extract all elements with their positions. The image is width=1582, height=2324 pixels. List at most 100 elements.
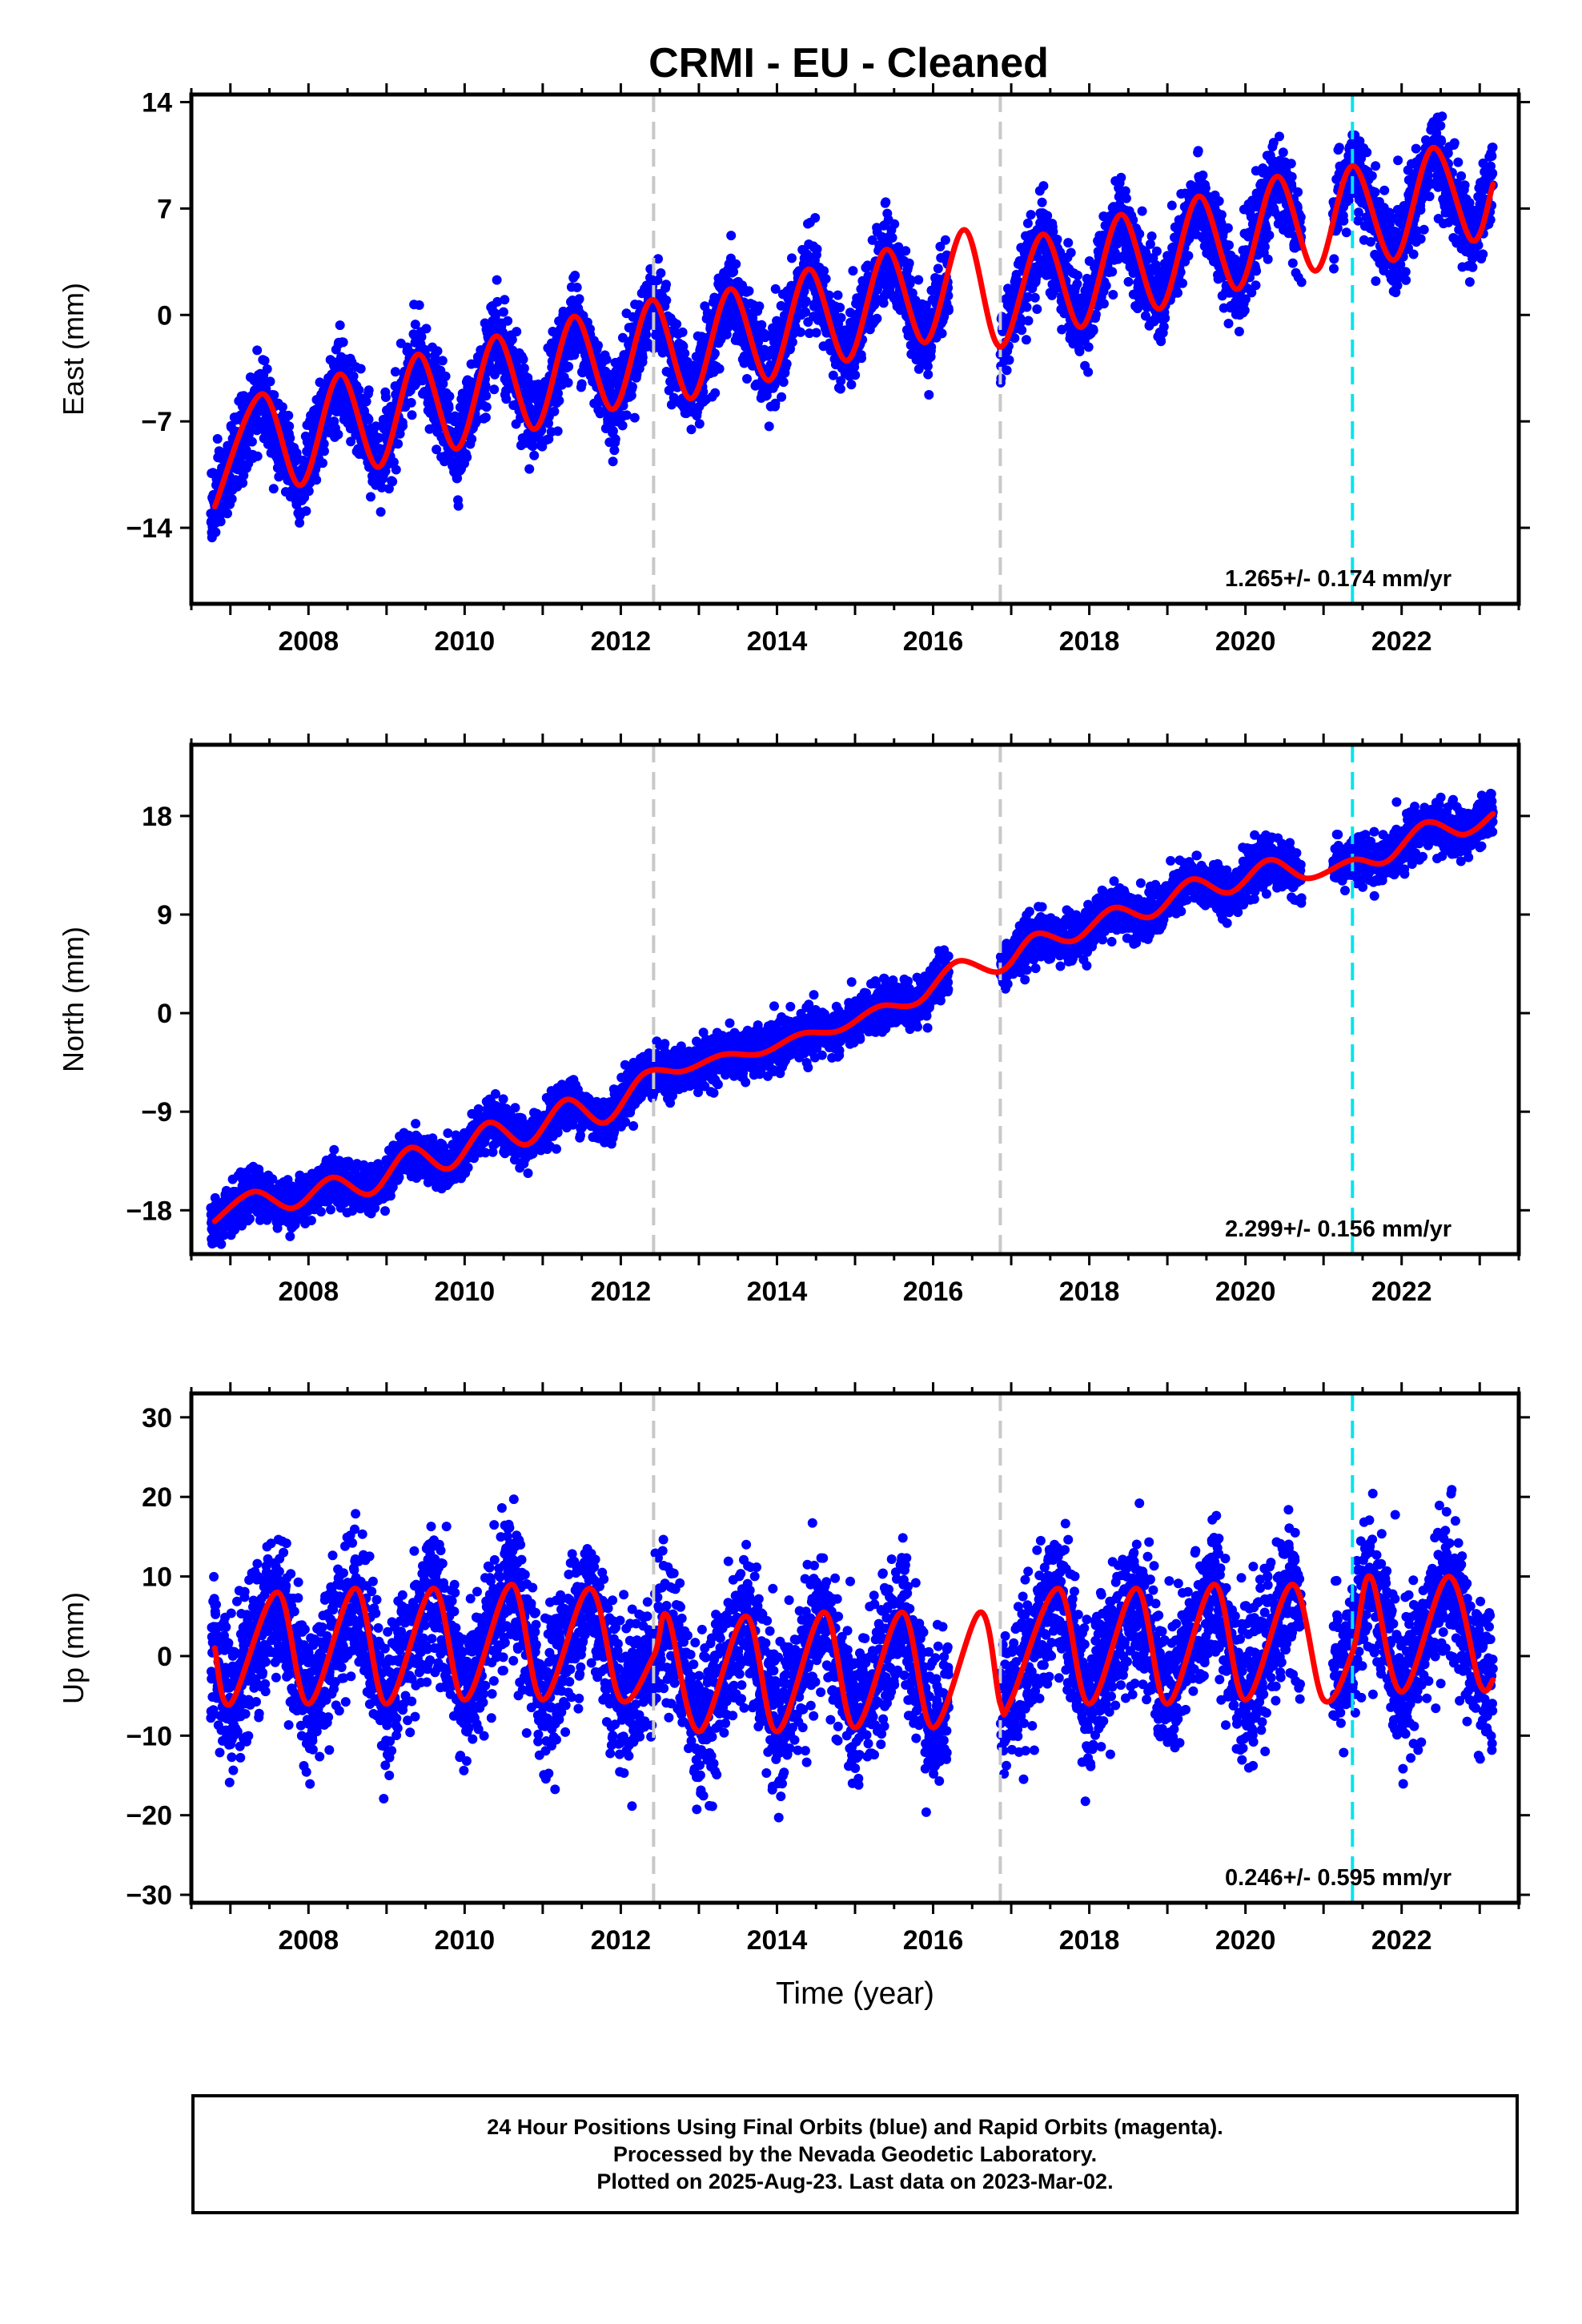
data-point bbox=[1090, 309, 1101, 320]
data-point bbox=[770, 398, 781, 408]
data-point bbox=[857, 353, 866, 364]
data-point bbox=[247, 436, 257, 447]
data-point bbox=[819, 266, 829, 276]
data-point bbox=[1088, 325, 1098, 336]
data-point bbox=[1146, 231, 1157, 241]
data-point bbox=[777, 392, 787, 402]
data-point bbox=[1371, 276, 1381, 286]
data-point bbox=[1392, 280, 1403, 291]
data-point bbox=[764, 421, 774, 432]
data-point bbox=[1121, 193, 1131, 203]
data-point bbox=[452, 473, 463, 484]
data-point bbox=[787, 337, 797, 348]
data-point bbox=[1424, 191, 1435, 202]
data-point bbox=[410, 320, 420, 330]
data-point bbox=[1419, 224, 1429, 235]
data-point bbox=[1158, 322, 1169, 332]
data-point bbox=[1339, 215, 1349, 226]
data-point bbox=[836, 312, 846, 323]
data-point bbox=[1074, 346, 1085, 356]
data-points bbox=[206, 111, 1498, 543]
data-point bbox=[680, 348, 690, 359]
data-point bbox=[1393, 155, 1403, 166]
data-point bbox=[810, 213, 821, 223]
data-point bbox=[812, 244, 822, 255]
data-point bbox=[554, 396, 564, 406]
data-point bbox=[940, 235, 950, 245]
data-point bbox=[1415, 234, 1426, 244]
data-point bbox=[440, 371, 451, 381]
data-point bbox=[1239, 305, 1250, 316]
data-point bbox=[1216, 210, 1227, 220]
data-point bbox=[801, 307, 811, 317]
data-point bbox=[414, 300, 424, 310]
data-point bbox=[311, 475, 322, 485]
data-point bbox=[867, 235, 877, 245]
data-point bbox=[549, 406, 560, 416]
data-point bbox=[1293, 187, 1303, 197]
data-point bbox=[346, 436, 356, 447]
data-point bbox=[1341, 227, 1351, 238]
data-point bbox=[1183, 251, 1194, 261]
data-point bbox=[1401, 275, 1411, 285]
data-point bbox=[913, 275, 924, 285]
data-point bbox=[1101, 280, 1111, 291]
data-point bbox=[363, 414, 374, 424]
data-point bbox=[338, 337, 348, 348]
data-point bbox=[1329, 254, 1339, 264]
data-point bbox=[1223, 319, 1234, 328]
data-point bbox=[664, 385, 674, 396]
figure-title: CRMI - EU - Cleaned bbox=[648, 40, 1049, 86]
data-point bbox=[637, 352, 648, 363]
data-point bbox=[1015, 317, 1026, 328]
data-point bbox=[1038, 181, 1049, 191]
data-point bbox=[1017, 325, 1027, 336]
data-point bbox=[742, 374, 752, 384]
data-point bbox=[363, 385, 374, 396]
data-point bbox=[731, 259, 741, 269]
data-point bbox=[1251, 280, 1261, 291]
data-point bbox=[576, 379, 587, 389]
data-point bbox=[1066, 247, 1076, 258]
data-point bbox=[881, 197, 891, 207]
data-point bbox=[872, 313, 882, 324]
data-point bbox=[563, 377, 573, 388]
data-point bbox=[1370, 187, 1380, 197]
data-point bbox=[1415, 205, 1426, 215]
data-point bbox=[846, 380, 857, 390]
data-point bbox=[268, 484, 279, 494]
data-point bbox=[424, 424, 435, 434]
data-point bbox=[1107, 267, 1118, 277]
data-point bbox=[252, 451, 263, 461]
data-point bbox=[393, 439, 404, 449]
data-point bbox=[507, 335, 517, 345]
data-point bbox=[1275, 131, 1284, 142]
data-point bbox=[512, 327, 522, 337]
data-point bbox=[319, 446, 329, 456]
data-point bbox=[243, 429, 254, 440]
data-point bbox=[432, 346, 443, 356]
data-point bbox=[489, 384, 500, 395]
data-point bbox=[753, 337, 763, 348]
data-point bbox=[570, 271, 580, 280]
data-point bbox=[574, 294, 584, 304]
data-point bbox=[354, 385, 364, 396]
data-point bbox=[503, 316, 513, 326]
data-point bbox=[801, 296, 811, 307]
data-point bbox=[252, 345, 263, 356]
data-point bbox=[380, 466, 391, 476]
data-point bbox=[795, 327, 805, 337]
data-point bbox=[375, 507, 386, 517]
data-point bbox=[921, 300, 931, 311]
data-point bbox=[805, 328, 814, 339]
data-point bbox=[519, 363, 529, 373]
data-point bbox=[1264, 230, 1275, 240]
data-point bbox=[1030, 292, 1040, 303]
data-point bbox=[836, 376, 846, 386]
data-point bbox=[621, 410, 632, 420]
data-point bbox=[1200, 183, 1211, 193]
data-point bbox=[1021, 335, 1031, 345]
data-point bbox=[653, 254, 663, 264]
data-point bbox=[1032, 304, 1042, 314]
data-point bbox=[432, 444, 442, 455]
